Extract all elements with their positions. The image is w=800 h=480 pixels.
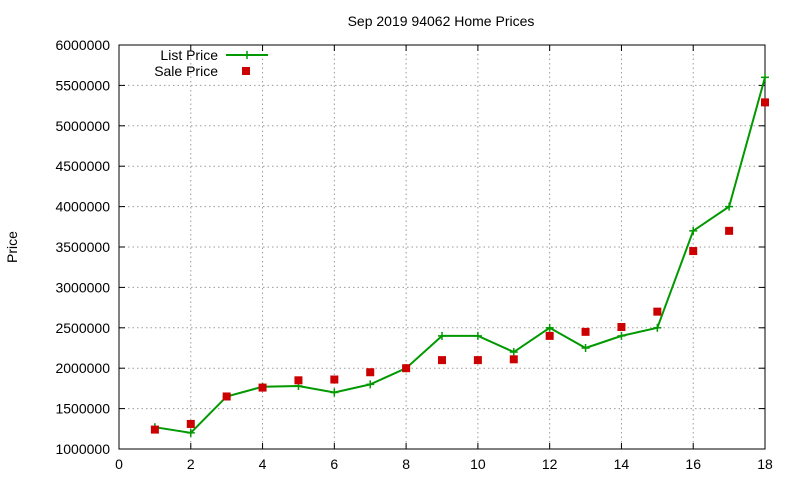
chart-title: Sep 2019 94062 Home Prices [348,13,535,29]
list-price-point [617,331,626,340]
list-price-point [581,344,590,352]
sale-price-point [150,425,159,434]
sale-price-series [150,98,769,434]
x-tick-label: 18 [757,456,773,472]
sale-price-point [473,356,482,365]
y-tick-label: 2000000 [55,360,110,376]
list-price-series [150,73,769,437]
y-tick-label: 5000000 [55,118,110,134]
sale-price-point [330,375,339,384]
y-tick-label: 1500000 [55,401,110,417]
sale-price-point [258,383,267,392]
x-tick-label: 14 [614,456,630,472]
legend-item-list-price: List Price [160,47,268,63]
list-price-point [473,331,482,340]
sale-price-point [545,331,554,340]
x-tick-label: 4 [259,456,267,472]
x-tick-label: 12 [542,456,558,472]
y-tick-label: 1000000 [55,441,110,457]
sale-price-point [653,307,662,316]
x-tick-label: 0 [115,456,123,472]
grid-lines [119,45,765,449]
list-price-point [761,73,769,82]
x-tick-label: 10 [470,456,486,472]
sale-price-point [438,356,446,365]
x-tick-label: 6 [330,456,338,472]
sale-price-point [761,98,769,107]
sale-price-point [509,355,518,364]
list-price-point [186,428,195,437]
list-price-point [545,323,554,332]
list-price-point [330,388,339,397]
y-tick-label: 4000000 [55,199,110,215]
axes: 0 2 4 6 8 10 12 14 16 18 1000000 1500000 2000000 2500… [55,37,773,472]
y-tick-label: 2500000 [55,320,110,336]
sale-price-point [294,376,303,385]
y-tick-label: 5500000 [55,77,110,93]
legend-swatch-sale-price [242,67,250,75]
x-tick-label: 2 [187,456,195,472]
sale-price-point [186,419,195,428]
y-tick-label: 3000000 [55,279,110,295]
list-price-point [653,323,662,332]
legend-label-sale-price: Sale Price [154,63,218,79]
sale-price-point [689,247,698,256]
x-tick-label: 16 [685,456,701,472]
y-tick-label: 4500000 [55,158,110,174]
sale-price-point [581,327,590,336]
sale-price-point [366,368,375,377]
legend-marker-list-price [243,51,251,59]
y-axis-label: Price [4,231,20,263]
series-layer [150,73,769,437]
list-price-point [689,226,698,235]
list-price-point [509,348,518,357]
sale-price-point [725,226,734,235]
list-price-point [438,331,446,340]
sale-price-point [222,392,231,401]
x-tick-label: 8 [402,456,410,472]
sale-price-point [402,364,411,373]
legend-label-list-price: List Price [160,47,218,63]
y-tick-label: 6000000 [55,37,110,53]
sale-price-point [617,322,626,331]
list-price-point [725,202,734,211]
y-tick-label: 3500000 [55,239,110,255]
list-price-line [154,77,766,434]
legend-item-sale-price: Sale Price [154,63,250,79]
list-price-point [366,380,375,389]
